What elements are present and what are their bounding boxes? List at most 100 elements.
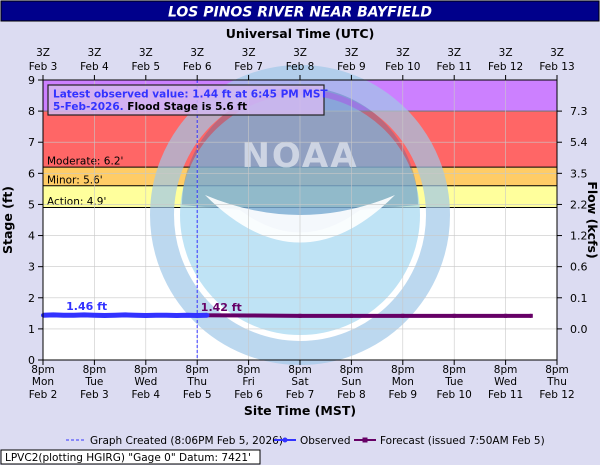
x-tick-label-date-0: Feb 2	[29, 389, 58, 401]
latest-observation-box: Latest observed value: 1.44 ft at 6:45 P…	[47, 84, 328, 116]
observed-value-label: 1.46 ft	[66, 300, 107, 313]
y2-tick-label-6: 5.4	[570, 136, 588, 149]
observed-point-14	[184, 313, 189, 318]
observed-point-3	[71, 313, 76, 318]
observed-point-5	[92, 313, 97, 318]
top-tick-label-date-1: Feb 4	[80, 61, 109, 73]
y-tick-label-6: 6	[28, 167, 35, 180]
top-tick-label-date-8: Feb 11	[437, 61, 472, 73]
top-tick-label-date-6: Feb 9	[337, 61, 366, 73]
chart-title: LOS PINOS RIVER NEAR BAYFIELD	[168, 5, 432, 21]
title-bar	[0, 0, 600, 22]
x-tick-label-time-9: 8pm	[494, 364, 518, 376]
observed-point-8	[123, 312, 128, 317]
y2-tick-label-0: 0.0	[570, 323, 588, 336]
y-tick-label-1: 1	[28, 323, 35, 336]
observed-point-16	[205, 313, 210, 318]
x-tick-label-date-4: Feb 6	[234, 389, 263, 401]
x-tick-label-day-1: Tue	[84, 376, 103, 388]
y2-tick-label-2: 0.6	[570, 261, 588, 274]
x-tick-label-day-0: Mon	[32, 376, 54, 388]
top-tick-label-date-10: Feb 13	[539, 61, 574, 73]
y-tick-label-7: 7	[28, 136, 35, 149]
latest-observation-line1: Latest observed value: 1.44 ft at 6:45 P…	[53, 89, 328, 101]
x-tick-label-day-7: Mon	[392, 376, 414, 388]
observed-point-1	[51, 312, 56, 317]
top-tick-label-utc-10: 3Z	[550, 47, 564, 59]
footer-datum: LPVC2(plotting HGIRG) "Gage 0" Datum: 74…	[5, 452, 251, 464]
y2-tick-label-5: 3.5	[570, 167, 588, 180]
y-tick-label-8: 8	[28, 105, 35, 118]
top-tick-label-utc-3: 3Z	[190, 47, 204, 59]
top-tick-label-utc-0: 3Z	[36, 47, 50, 59]
forecast-point-7	[529, 313, 533, 318]
x-tick-label-date-6: Feb 8	[337, 389, 366, 401]
y-tick-label-5: 5	[28, 198, 35, 211]
x-tick-label-time-7: 8pm	[391, 364, 415, 376]
top-tick-label-utc-1: 3Z	[87, 47, 101, 59]
forecast-line	[197, 313, 532, 318]
x-tick-label-date-5: Feb 7	[286, 389, 315, 401]
legend-observed-marker	[282, 437, 288, 443]
y-tick-label-4: 4	[28, 230, 35, 243]
top-axis-title: Universal Time (UTC)	[226, 26, 375, 41]
x-tick-label-day-9: Wed	[494, 376, 517, 388]
x-tick-label-time-5: 8pm	[288, 364, 312, 376]
top-tick-label-date-7: Feb 10	[385, 61, 420, 73]
legend-forecast: Forecast (issued 7:50AM Feb 5)	[380, 435, 545, 447]
y-tick-label-9: 9	[28, 74, 35, 87]
svg-text:5-Feb-2026. Flood Stage is 5.6: 5-Feb-2026. Flood Stage is 5.6 ft	[53, 101, 247, 113]
x-tick-label-date-3: Feb 5	[183, 389, 212, 401]
forecast-point-6	[504, 313, 508, 318]
observed-point-6	[102, 313, 107, 318]
top-tick-label-utc-2: 3Z	[139, 47, 153, 59]
y2-tick-label-7: 7.3	[570, 105, 588, 118]
observed-point-13	[174, 313, 179, 318]
legend-observed: Observed	[300, 435, 351, 447]
x-tick-label-date-2: Feb 4	[131, 389, 160, 401]
forecast-point-2	[298, 313, 302, 318]
x-tick-label-day-6: Sun	[341, 376, 361, 388]
x-tick-label-time-3: 8pm	[185, 364, 209, 376]
x-tick-label-date-10: Feb 12	[539, 389, 574, 401]
x-tick-label-time-1: 8pm	[83, 364, 107, 376]
observed-point-10	[143, 313, 148, 318]
y2-tick-label-4: 2.2	[570, 198, 588, 211]
x-axis-label: Site Time (MST)	[244, 403, 356, 418]
x-tick-label-day-10: Thu	[546, 376, 567, 388]
y-tick-label-0: 0	[28, 354, 35, 367]
flood-band-label-0: Action: 4.9'	[47, 196, 106, 208]
legend: Graph Created (8:06PM Feb 5, 2026) Obser…	[66, 435, 545, 447]
flood-band-label-2: Moderate: 6.2'	[47, 156, 123, 168]
x-tick-label-time-2: 8pm	[134, 364, 158, 376]
latest-observation-date: 5-Feb-2026.	[53, 101, 124, 113]
x-tick-label-time-6: 8pm	[340, 364, 364, 376]
x-tick-label-time-0: 8pm	[31, 364, 55, 376]
x-tick-label-day-8: Tue	[444, 376, 463, 388]
top-tick-label-date-9: Feb 12	[488, 61, 523, 73]
y2-tick-label-1: 0.1	[570, 292, 588, 305]
x-tick-label-date-8: Feb 10	[437, 389, 472, 401]
observed-point-4	[82, 312, 87, 317]
x-tick-label-date-7: Feb 9	[388, 389, 417, 401]
y2-tick-label-3: 1.2	[570, 230, 588, 243]
y-tick-label-2: 2	[28, 292, 35, 305]
top-tick-label-utc-7: 3Z	[396, 47, 410, 59]
y-axis-label: Stage (ft)	[0, 186, 15, 254]
forecast-point-5	[452, 313, 456, 318]
forecast-point-1	[247, 313, 251, 318]
top-tick-label-date-0: Feb 3	[29, 61, 58, 73]
x-tick-label-day-3: Thu	[186, 376, 207, 388]
top-tick-label-date-5: Feb 8	[286, 61, 315, 73]
top-tick-label-date-3: Feb 6	[183, 61, 212, 73]
top-tick-label-date-2: Feb 5	[131, 61, 160, 73]
y2-axis-label: Flow (kcfs)	[585, 181, 600, 258]
legend-graph-created: Graph Created (8:06PM Feb 5, 2026)	[90, 435, 283, 447]
footer-box	[0, 449, 261, 465]
x-tick-label-day-2: Wed	[134, 376, 157, 388]
observed-point-7	[112, 313, 117, 318]
forecast-point-4	[401, 313, 405, 318]
x-tick-label-day-5: Sat	[291, 376, 308, 388]
x-tick-label-time-4: 8pm	[237, 364, 261, 376]
